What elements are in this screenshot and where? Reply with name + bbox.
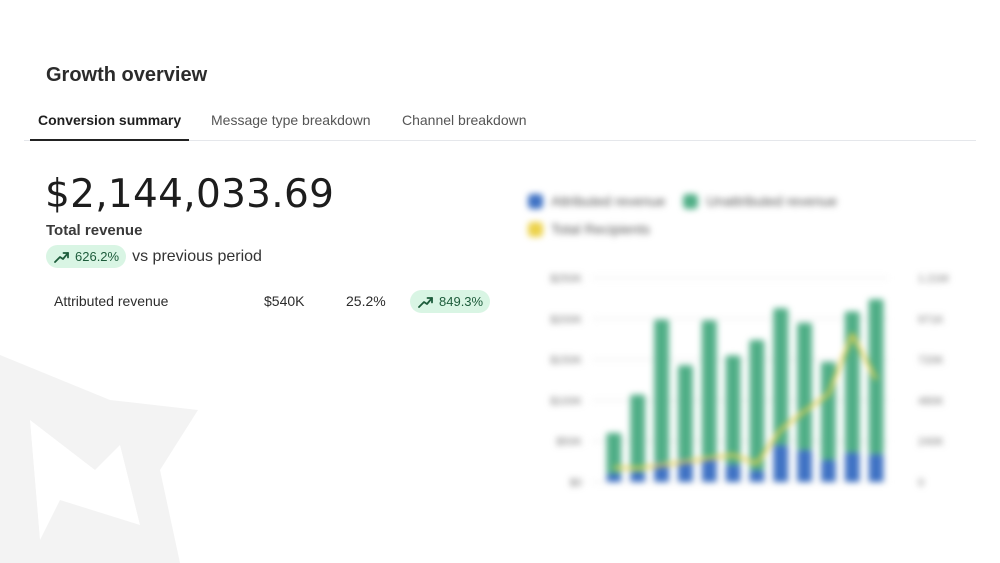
bar-unattributed [678,365,693,460]
bar-attributed [844,452,860,482]
y-left-tick-label: $0 [570,477,582,489]
legend-item-recipients[interactable]: Total Recipients [528,221,650,237]
y-left-tick-label: $100K [550,395,582,407]
attributed-growth-badge: 849.3% [410,290,491,313]
bar-attributed [701,457,717,482]
bar-unattributed [749,340,765,471]
total-revenue-value: $2,144,033.69 [45,172,335,217]
bar-unattributed [630,394,646,473]
attributed-revenue-label: Attributed revenue [54,293,169,309]
y-right-tick-label: 720K [918,355,944,367]
line-total-recipients [613,332,878,471]
y-left-tick-label: $150K [550,355,582,367]
attributed-revenue-share: 25.2% [346,293,386,309]
attributed-revenue-amount: $540K [264,293,305,309]
y-right-tick-label: 240K [918,436,944,448]
bar-attributed [678,459,693,482]
legend-label: Attributed revenue [551,193,666,209]
tab-conversion-summary[interactable]: Conversion summary [30,112,190,141]
total-revenue-label: Total revenue [46,222,143,239]
bar-unattributed [701,320,717,458]
bar-unattributed [725,355,741,465]
bar-unattributed [654,319,669,463]
bar-unattributed [844,311,860,453]
bar-attributed [773,445,789,482]
bar-attributed [821,459,836,482]
tab-message-type-breakdown[interactable]: Message type breakdown [211,112,371,128]
bar-attributed [749,470,765,482]
growth-badge: 626.2% [46,245,127,268]
page-title: Growth overview [46,64,208,86]
y-right-tick-label: 480K [918,395,944,407]
tab-channel-breakdown[interactable]: Channel breakdown [402,112,527,128]
attributed-growth-value: 849.3% [439,294,484,309]
bar-attributed [630,472,646,482]
revenue-chart: Attributed revenue Unattributed revenue … [520,185,980,505]
chart-legend: Attributed revenue Unattributed revenue … [528,193,908,249]
bar-attributed [654,462,669,482]
bar-unattributed [821,362,836,460]
tab-bar: Conversion summary Message type breakdow… [24,108,976,141]
growth-comparison-text: vs previous period [132,247,262,265]
y-right-tick-label: 971K [918,314,944,326]
growth-badge-value: 626.2% [75,249,120,264]
y-left-tick-label: $250K [550,273,582,285]
trending-up-icon [54,251,69,263]
bar-unattributed [773,308,789,446]
bar-attributed [725,464,741,482]
legend-swatch [528,221,543,237]
attributed-revenue-row: Attributed revenue $540K 25.2% 849.3% [54,289,499,315]
legend-item-unattributed[interactable]: Unattributed revenue [683,193,837,209]
chart-plot: $0 $50K $100K $150K $200K $250K 0 240K 480K 720K 9… [550,273,949,489]
legend-item-attributed[interactable]: Attributed revenue [528,193,665,209]
legend-label: Unattributed revenue [706,193,838,209]
legend-label: Total Recipients [551,221,650,237]
y-right-tick-label: 1.21M [918,273,949,285]
bar-unattributed [606,433,622,474]
y-left-tick-label: $50K [556,436,582,448]
trending-up-icon [418,296,433,308]
revenue-growth-row: 626.2% vs previous period [46,245,262,268]
bar-unattributed [797,322,812,451]
bar-attributed [868,454,884,482]
legend-swatch [528,193,543,209]
bar-attributed [606,473,622,482]
bar-attributed [797,450,812,482]
legend-swatch [683,193,699,209]
y-right-tick-label: 0 [918,477,924,489]
y-left-tick-label: $200K [550,314,582,326]
